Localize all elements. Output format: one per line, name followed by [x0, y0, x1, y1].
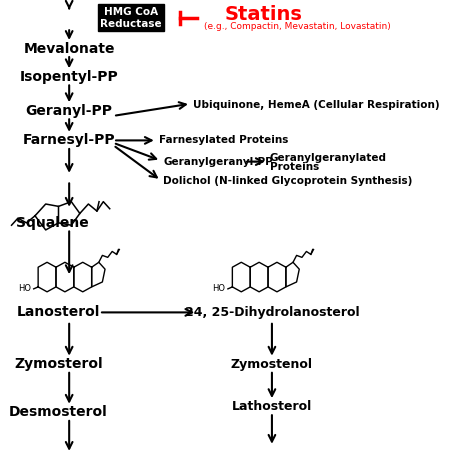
- Text: Statins: Statins: [225, 5, 303, 24]
- Text: Desmosterol: Desmosterol: [9, 405, 108, 419]
- Text: Zymostenol: Zymostenol: [231, 358, 313, 371]
- Text: HO: HO: [18, 284, 31, 293]
- Text: Geranylgeranyl-PP: Geranylgeranyl-PP: [163, 156, 273, 166]
- Text: Geranylgeranylated: Geranylgeranylated: [270, 153, 387, 163]
- Text: 24, 25-Dihydrolanosterol: 24, 25-Dihydrolanosterol: [184, 306, 359, 319]
- Text: Mevalonate: Mevalonate: [23, 42, 115, 55]
- Text: Isopentyl-PP: Isopentyl-PP: [20, 70, 118, 84]
- Text: (e.g., Compactin, Mevastatin, Lovastatin): (e.g., Compactin, Mevastatin, Lovastatin…: [204, 22, 391, 31]
- Text: Lathosterol: Lathosterol: [232, 400, 312, 413]
- Text: Proteins: Proteins: [270, 162, 319, 172]
- Text: Zymosterol: Zymosterol: [14, 357, 103, 371]
- Text: Farnesylated Proteins: Farnesylated Proteins: [159, 136, 288, 146]
- Text: Squalene: Squalene: [16, 216, 89, 230]
- Text: Geranyl-PP: Geranyl-PP: [26, 104, 113, 118]
- Text: HMG CoA
Reductase: HMG CoA Reductase: [100, 7, 162, 29]
- Text: Dolichol (N-linked Glycoprotein Synthesis): Dolichol (N-linked Glycoprotein Synthesi…: [163, 176, 412, 186]
- Text: Lanosterol: Lanosterol: [17, 305, 100, 319]
- Text: HO: HO: [212, 284, 225, 293]
- Text: Farnesyl-PP: Farnesyl-PP: [23, 133, 116, 147]
- Text: Ubiquinone, HemeA (Cellular Respiration): Ubiquinone, HemeA (Cellular Respiration): [193, 100, 439, 110]
